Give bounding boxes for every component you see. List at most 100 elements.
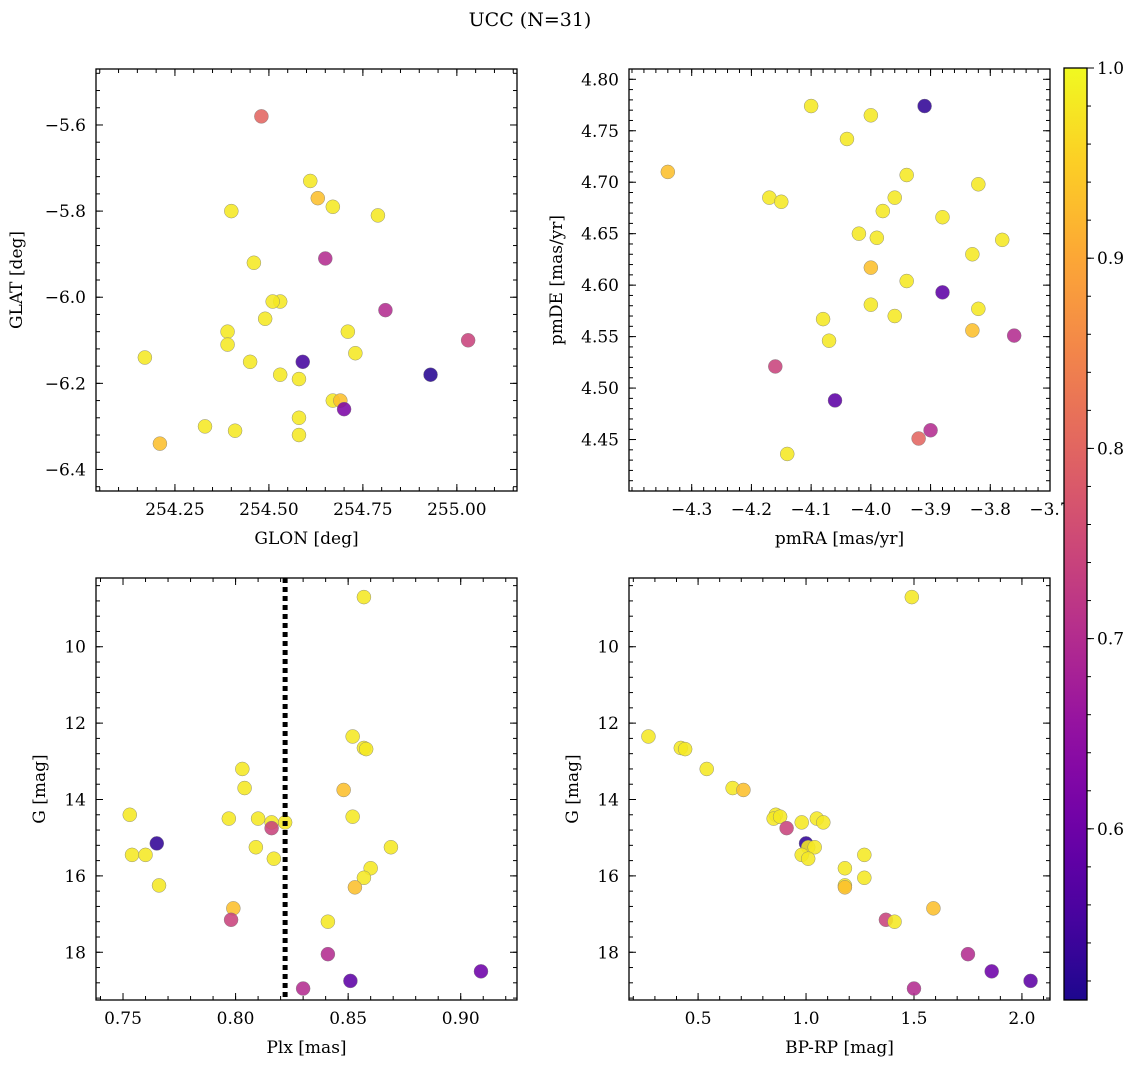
scatter-point (124, 847, 140, 863)
colorbar-tick-label: 0.9 (1097, 249, 1124, 269)
scatter-point (899, 167, 914, 183)
scatter-point (356, 589, 372, 605)
scatter-point (911, 431, 926, 446)
y-tick-label: −6.0 (45, 288, 86, 308)
scatter-point (660, 164, 676, 180)
x-tick-label: −3.7 (1029, 500, 1070, 520)
scatter-point (336, 782, 351, 798)
scatter-point (303, 173, 318, 189)
x-tick-label: 0.75 (104, 1009, 142, 1029)
x-tick-label: 0.80 (217, 1009, 255, 1029)
scatter-point (248, 840, 264, 855)
scatter-point (272, 367, 288, 382)
scatter-point (291, 371, 307, 387)
scatter-point (935, 210, 950, 225)
x-tick-label: 0.85 (329, 1009, 367, 1029)
x-tick-label: 1.5 (900, 1009, 927, 1029)
scatter-point (935, 285, 950, 300)
scatter-point (923, 423, 938, 438)
figure-title: UCC (N=31) (469, 9, 592, 31)
scatter-point (971, 301, 986, 317)
scatter-point (816, 815, 831, 830)
scatter-point (224, 203, 239, 219)
axes-frame (95, 577, 518, 1001)
y-tick-label: 12 (64, 714, 86, 734)
scatter-point (310, 190, 325, 206)
scatter-points (122, 589, 489, 996)
colorbar-tick-label: 0.7 (1097, 630, 1124, 650)
scatter-point (904, 589, 920, 605)
y-tick-label: −5.6 (45, 116, 86, 136)
scatter-point (906, 981, 922, 996)
scatter-point (899, 273, 914, 289)
scatter-point (774, 194, 789, 209)
scatter-point (887, 190, 902, 205)
scatter-point (887, 308, 902, 324)
scatter-point (736, 782, 751, 798)
scatter-point (345, 809, 360, 824)
colorbar-tick-label: 0.8 (1097, 439, 1124, 459)
colorbar-ticks: 0.6 0.7 0.8 0.9 1.0 (1087, 59, 1124, 982)
scatter-points (641, 589, 1038, 996)
y-axis-label: G [mag] (30, 754, 50, 823)
scatter-point (264, 820, 279, 836)
x-tick-label: −3.9 (910, 500, 951, 520)
y-axis-label: pmDE [mas/yr] (547, 215, 567, 345)
y-tick-label: 18 (597, 943, 619, 963)
scatter-point (137, 350, 153, 365)
scatter-point (343, 973, 358, 989)
scatter-point (266, 851, 282, 866)
scatter-point (863, 297, 879, 312)
scatter-point (197, 419, 213, 434)
scatter-point (235, 761, 250, 777)
colorbar-tick-label: 0.6 (1097, 820, 1124, 840)
scatter-point (138, 847, 153, 863)
x-tick-label: 254.50 (239, 500, 298, 520)
scatter-points (137, 109, 476, 451)
y-tick-label: 4.60 (581, 276, 619, 296)
x-tick-label: −4.0 (850, 500, 891, 520)
scatter-point (378, 302, 393, 318)
scatter-point (794, 815, 809, 830)
scatter-point (254, 109, 269, 124)
scatter-point (926, 901, 941, 916)
scatter-point (220, 324, 235, 339)
y-tick-label: 4.65 (581, 225, 619, 245)
scatter-point (356, 870, 372, 885)
y-tick-label: 10 (64, 638, 86, 658)
y-tick-label: 16 (64, 867, 86, 887)
axes-frame (628, 577, 1051, 1001)
scatter-point (857, 847, 872, 863)
scatter-point (265, 294, 280, 309)
scatter-point (320, 914, 336, 929)
y-tick-label: −6.2 (45, 374, 86, 394)
scatter-point (460, 333, 476, 348)
scatter-point (151, 878, 167, 893)
x-tick-label: 254.75 (333, 500, 392, 520)
scatter-point (237, 780, 252, 796)
panel-plx-g: 0.75 0.80 0.85 0.90 10 12 14 16 18 Plx [mas] G [ma… (30, 577, 518, 1058)
scatter-point (220, 337, 235, 352)
y-axis-label: G [mag] (563, 754, 583, 823)
y-tick-label: 4.45 (581, 431, 619, 451)
scatter-point (803, 98, 819, 114)
x-tick-label: −4.3 (671, 500, 712, 520)
scatter-point (851, 226, 867, 241)
scatter-point (122, 807, 137, 822)
scatter-point (837, 861, 853, 876)
scatter-point (641, 729, 656, 744)
scatter-point (887, 914, 902, 929)
scatter-point (340, 324, 356, 339)
panel-glon-glat: 254.25 254.50 254.75 255.00 −6.4 −6.2 −6.0 −5.8… (7, 68, 518, 549)
x-tick-label: 0.5 (685, 1009, 712, 1029)
y-tick-label: −5.8 (45, 202, 86, 222)
scatter-point (971, 177, 986, 192)
x-axis-label: GLON [deg] (254, 529, 358, 549)
scatter-point (347, 880, 363, 895)
y-tick-label: 4.75 (581, 122, 619, 142)
scatter-point (779, 820, 794, 836)
y-tick-label: 4.70 (581, 173, 619, 193)
scatter-point (291, 410, 307, 425)
scatter-point (772, 809, 788, 824)
